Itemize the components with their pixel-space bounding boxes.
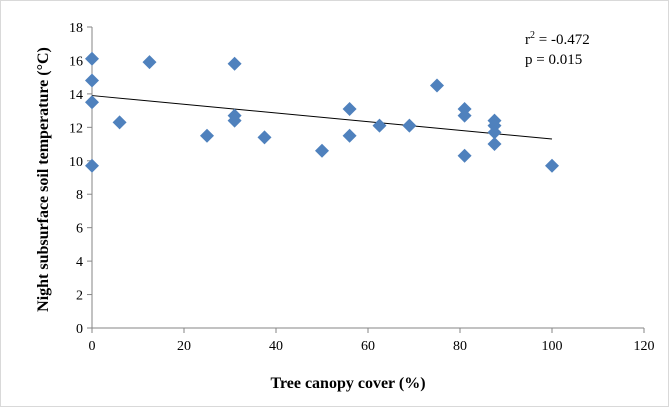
data-point — [85, 158, 99, 173]
annotation-p-value: p = 0.015 — [525, 52, 582, 68]
data-point — [112, 115, 127, 130]
data-point — [227, 113, 242, 128]
y-tick-label: 10 — [69, 155, 83, 170]
data-point — [142, 55, 157, 70]
data-point — [402, 118, 417, 133]
y-tick-label: 16 — [69, 54, 83, 69]
x-tick-label: 120 — [634, 339, 655, 354]
data-point — [85, 73, 99, 88]
x-tick-label: 20 — [177, 339, 191, 354]
data-point — [487, 137, 502, 152]
data-point — [545, 158, 559, 173]
y-tick-label: 0 — [76, 322, 83, 337]
data-point — [372, 118, 387, 133]
data-point — [342, 101, 357, 116]
y-tick-label: 6 — [76, 222, 83, 237]
data-point — [85, 95, 99, 110]
y-tick-label: 14 — [69, 88, 83, 103]
x-tick-label: 60 — [361, 339, 375, 354]
x-tick-label: 0 — [89, 339, 96, 354]
data-point — [430, 78, 444, 93]
y-tick-label: 18 — [69, 21, 83, 36]
x-tick-label: 40 — [269, 339, 283, 354]
data-point — [342, 128, 357, 143]
x-tick-label: 100 — [542, 339, 563, 354]
y-tick-label: 8 — [76, 188, 83, 203]
data-point — [315, 143, 329, 158]
tick-labels: 0 2 4 6 8 10 12 14 16 18 0 20 40 60 80 100 120 — [69, 21, 655, 354]
y-tick-label: 12 — [69, 121, 83, 136]
data-point — [457, 108, 472, 123]
data-point — [457, 148, 472, 163]
y-axis-title: Night subsurface soil temperature (°C) — [35, 47, 52, 312]
data-point — [487, 125, 502, 140]
data-point — [85, 51, 99, 66]
data-point — [257, 130, 272, 145]
annotation-r-squared: r2 = -0.472 — [525, 30, 590, 48]
data-point — [200, 128, 214, 143]
data-point — [227, 56, 242, 71]
x-tick-label: 80 — [453, 339, 467, 354]
data-points — [85, 51, 559, 173]
y-tick-label: 4 — [76, 255, 83, 270]
x-axis-title: Tree canopy cover (%) — [270, 375, 425, 392]
y-tick-label: 2 — [76, 289, 83, 304]
trendline — [91, 95, 553, 140]
axes — [87, 26, 645, 333]
